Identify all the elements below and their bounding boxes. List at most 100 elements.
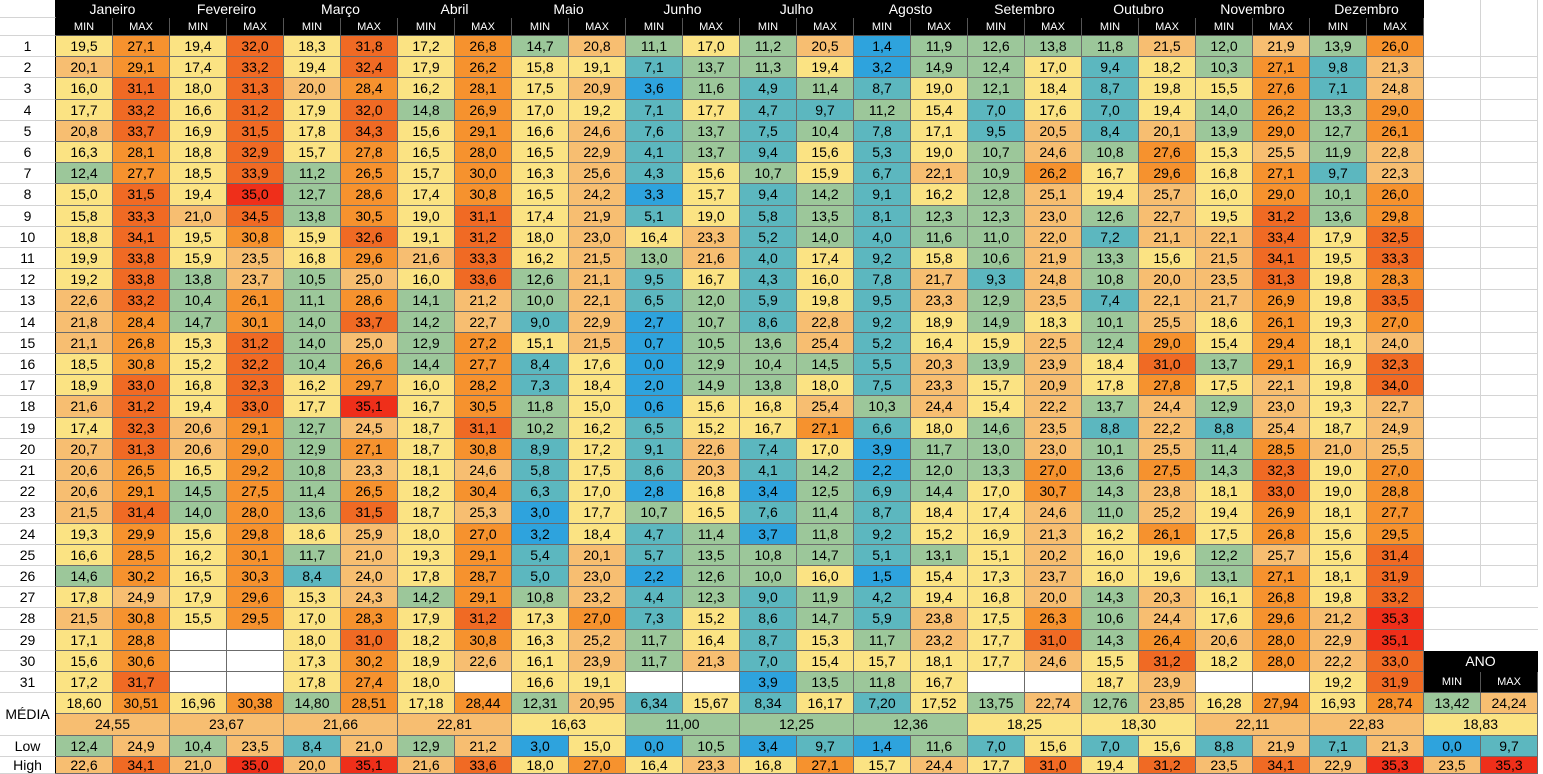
min-temp-cell[interactable]: 18,0 <box>398 672 455 694</box>
min-temp-cell[interactable]: 0,7 <box>626 332 683 354</box>
max-temp-cell[interactable]: 19,0 <box>911 142 968 164</box>
media-min-cell[interactable]: 16,93 <box>1310 693 1367 715</box>
min-temp-cell[interactable]: 17,4 <box>512 205 569 227</box>
low-min-cell[interactable]: 12,4 <box>56 735 113 757</box>
max-temp-cell[interactable]: 25,0 <box>341 332 398 354</box>
max-temp-cell[interactable]: 19,8 <box>797 290 854 312</box>
min-temp-cell[interactable]: 13,6 <box>1082 460 1139 482</box>
min-temp-cell[interactable]: 7,6 <box>740 502 797 524</box>
year-low-min-cell[interactable]: 0,0 <box>1424 735 1481 757</box>
max-temp-cell[interactable]: 29,6 <box>1139 163 1196 185</box>
max-temp-cell[interactable]: 30,1 <box>227 544 284 566</box>
min-temp-cell[interactable]: 4,7 <box>626 523 683 545</box>
max-temp-cell[interactable]: 30,0 <box>455 163 512 185</box>
media-avg-cell[interactable]: 11,00 <box>626 714 740 736</box>
max-temp-cell[interactable]: 23,3 <box>683 226 740 248</box>
max-temp-cell[interactable]: 26,9 <box>1253 290 1310 312</box>
max-temp-cell[interactable]: 23,0 <box>1025 205 1082 227</box>
min-temp-cell[interactable]: 17,9 <box>398 57 455 79</box>
max-temp-cell[interactable]: 23,2 <box>569 587 626 609</box>
max-temp-cell[interactable]: 25,0 <box>341 269 398 291</box>
media-avg-cell[interactable]: 22,81 <box>398 714 512 736</box>
max-temp-cell[interactable]: 24,0 <box>1367 332 1424 354</box>
max-temp-cell[interactable]: 18,4 <box>911 502 968 524</box>
min-temp-cell[interactable]: 17,4 <box>968 502 1025 524</box>
min-temp-cell[interactable]: 18,8 <box>56 226 113 248</box>
max-temp-cell[interactable]: 29,9 <box>113 523 170 545</box>
max-temp-cell[interactable]: 33,2 <box>113 99 170 121</box>
min-temp-cell[interactable]: 18,7 <box>398 417 455 439</box>
max-temp-cell[interactable]: 21,9 <box>569 205 626 227</box>
min-temp-cell[interactable]: 14,3 <box>1196 460 1253 482</box>
max-temp-cell[interactable]: 30,6 <box>113 650 170 672</box>
max-temp-cell[interactable]: 13,8 <box>1025 36 1082 58</box>
max-temp-cell[interactable]: 17,0 <box>1025 57 1082 79</box>
max-temp-cell[interactable]: 31,3 <box>227 78 284 100</box>
high-min-cell[interactable]: 21,0 <box>170 756 227 774</box>
max-temp-cell[interactable]: 22,6 <box>683 438 740 460</box>
min-temp-cell[interactable]: 17,4 <box>398 184 455 206</box>
min-temp-cell[interactable]: 10,9 <box>968 163 1025 185</box>
media-min-cell[interactable]: 17,18 <box>398 693 455 715</box>
max-temp-cell[interactable]: 11,6 <box>911 226 968 248</box>
max-temp-cell[interactable]: 10,4 <box>797 120 854 142</box>
min-temp-cell[interactable]: 16,7 <box>740 417 797 439</box>
min-temp-cell[interactable]: 3,2 <box>512 523 569 545</box>
max-temp-cell[interactable]: 23,9 <box>1139 672 1196 694</box>
max-temp-cell[interactable]: 31,3 <box>113 438 170 460</box>
max-temp-cell[interactable]: 34,3 <box>341 120 398 142</box>
max-temp-cell[interactable]: 29,1 <box>1253 354 1310 376</box>
min-temp-cell[interactable]: 7,0 <box>968 99 1025 121</box>
min-temp-cell[interactable]: 10,1 <box>1082 311 1139 333</box>
max-temp-cell[interactable]: 23,9 <box>569 650 626 672</box>
min-temp-cell[interactable]: 18,2 <box>398 481 455 503</box>
min-temp-cell[interactable]: 17,5 <box>968 608 1025 630</box>
min-temp-cell[interactable]: 17,8 <box>56 587 113 609</box>
min-temp-cell[interactable]: 11,7 <box>284 544 341 566</box>
max-temp-cell[interactable]: 31,4 <box>113 502 170 524</box>
max-temp-cell[interactable]: 22,8 <box>1367 142 1424 164</box>
min-temp-cell[interactable]: 5,8 <box>512 460 569 482</box>
year-media-avg-cell[interactable]: 18,83 <box>1424 714 1538 736</box>
min-temp-cell[interactable]: 18,7 <box>1082 672 1139 694</box>
max-temp-cell[interactable]: 13,7 <box>683 142 740 164</box>
max-temp-cell[interactable]: 27,0 <box>1367 311 1424 333</box>
min-temp-cell[interactable]: 16,0 <box>56 78 113 100</box>
low-max-cell[interactable]: 15,6 <box>1025 735 1082 757</box>
max-temp-cell[interactable]: 33,2 <box>1367 587 1424 609</box>
max-temp-cell[interactable]: 30,3 <box>227 566 284 588</box>
min-temp-cell[interactable]: 14,1 <box>398 290 455 312</box>
min-temp-cell[interactable]: 12,7 <box>1310 120 1367 142</box>
min-temp-cell[interactable]: 14,7 <box>170 311 227 333</box>
max-temp-cell[interactable]: 27,7 <box>1367 502 1424 524</box>
min-temp-cell[interactable]: 15,6 <box>170 523 227 545</box>
min-temp-cell[interactable]: 16,2 <box>170 544 227 566</box>
min-temp-cell[interactable]: 11,2 <box>740 36 797 58</box>
max-temp-cell[interactable]: 30,8 <box>113 354 170 376</box>
min-temp-cell[interactable]: 15,3 <box>284 587 341 609</box>
low-max-cell[interactable]: 11,6 <box>911 735 968 757</box>
media-max-cell[interactable]: 27,94 <box>1253 693 1310 715</box>
min-temp-cell[interactable] <box>626 672 683 694</box>
max-temp-cell[interactable]: 20,9 <box>1025 375 1082 397</box>
max-temp-cell[interactable] <box>1025 672 1082 694</box>
media-min-cell[interactable]: 8,34 <box>740 693 797 715</box>
max-temp-cell[interactable]: 21,5 <box>569 332 626 354</box>
max-temp-cell[interactable]: 35,3 <box>1367 608 1424 630</box>
max-temp-cell[interactable]: 26,9 <box>455 99 512 121</box>
min-temp-cell[interactable]: 18,3 <box>284 36 341 58</box>
max-temp-cell[interactable]: 26,8 <box>113 332 170 354</box>
year-low-max-cell[interactable]: 9,7 <box>1481 735 1538 757</box>
min-temp-cell[interactable]: 8,6 <box>740 311 797 333</box>
min-temp-cell[interactable]: 15,5 <box>1196 78 1253 100</box>
min-temp-cell[interactable]: 19,8 <box>1310 290 1367 312</box>
min-temp-cell[interactable]: 20,6 <box>56 481 113 503</box>
max-temp-cell[interactable]: 31,1 <box>113 78 170 100</box>
max-temp-cell[interactable]: 28,0 <box>1253 650 1310 672</box>
min-temp-cell[interactable]: 9,8 <box>1310 57 1367 79</box>
max-temp-cell[interactable]: 29,0 <box>1367 99 1424 121</box>
max-temp-cell[interactable]: 20,9 <box>569 78 626 100</box>
max-temp-cell[interactable]: 23,3 <box>911 375 968 397</box>
high-min-cell[interactable]: 16,8 <box>740 756 797 774</box>
min-temp-cell[interactable]: 5,2 <box>740 226 797 248</box>
